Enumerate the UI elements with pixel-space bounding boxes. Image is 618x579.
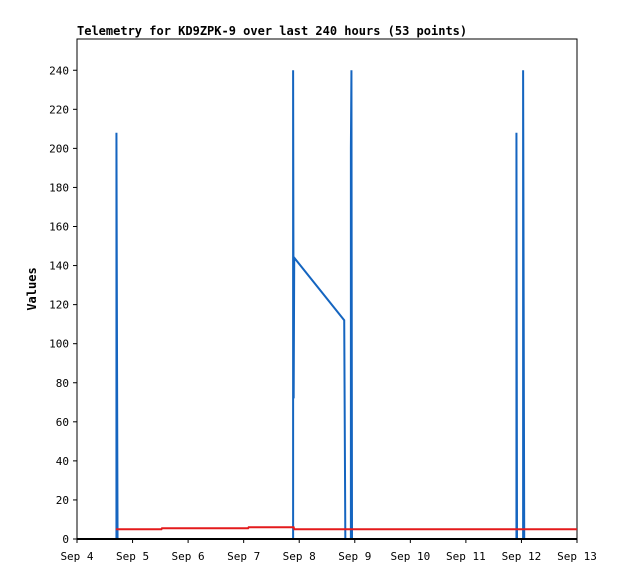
y-tick-label: 140 bbox=[49, 260, 69, 273]
x-tick-label: Sep 9 bbox=[338, 550, 371, 563]
series-line-1 bbox=[115, 526, 577, 531]
y-tick-label: 40 bbox=[56, 455, 69, 468]
series-line-0 bbox=[115, 70, 526, 540]
y-tick-label: 160 bbox=[49, 221, 69, 234]
x-tick-label: Sep 7 bbox=[227, 550, 260, 563]
x-tick-label: Sep 6 bbox=[172, 550, 205, 563]
x-axis: Sep 4 Sep 5 Sep 6 Sep 7 Sep 8 Sep 9 Sep 10 Sep … bbox=[60, 539, 597, 563]
y-tick-label: 120 bbox=[49, 299, 69, 312]
y-tick-label: 100 bbox=[49, 338, 69, 351]
y-tick-label: 20 bbox=[56, 494, 69, 507]
y-tick-label: 220 bbox=[49, 103, 69, 116]
chart-title: Telemetry for KD9ZPK-9 over last 240 hou… bbox=[77, 24, 467, 38]
x-tick-label: Sep 12 bbox=[502, 550, 542, 563]
x-tick-label: Sep 10 bbox=[390, 550, 430, 563]
plot-area bbox=[76, 38, 578, 540]
y-tick-label: 60 bbox=[56, 416, 69, 429]
x-tick-label: Sep 13 bbox=[557, 550, 597, 563]
y-axis: 0 20 40 60 80 100 120 140 160 180 200 220 240 bbox=[49, 64, 77, 546]
y-tick-label: 180 bbox=[49, 181, 69, 194]
y-tick-label: 240 bbox=[49, 64, 69, 77]
x-tick-label: Sep 8 bbox=[283, 550, 316, 563]
x-tick-label: Sep 4 bbox=[60, 550, 93, 563]
x-tick-label: Sep 11 bbox=[446, 550, 486, 563]
y-tick-label: 0 bbox=[62, 533, 69, 546]
series-layer bbox=[77, 70, 577, 540]
y-axis-label: Values bbox=[25, 267, 39, 310]
x-tick-label: Sep 5 bbox=[116, 550, 149, 563]
y-tick-label: 200 bbox=[49, 142, 69, 155]
y-tick-label: 80 bbox=[56, 377, 69, 390]
